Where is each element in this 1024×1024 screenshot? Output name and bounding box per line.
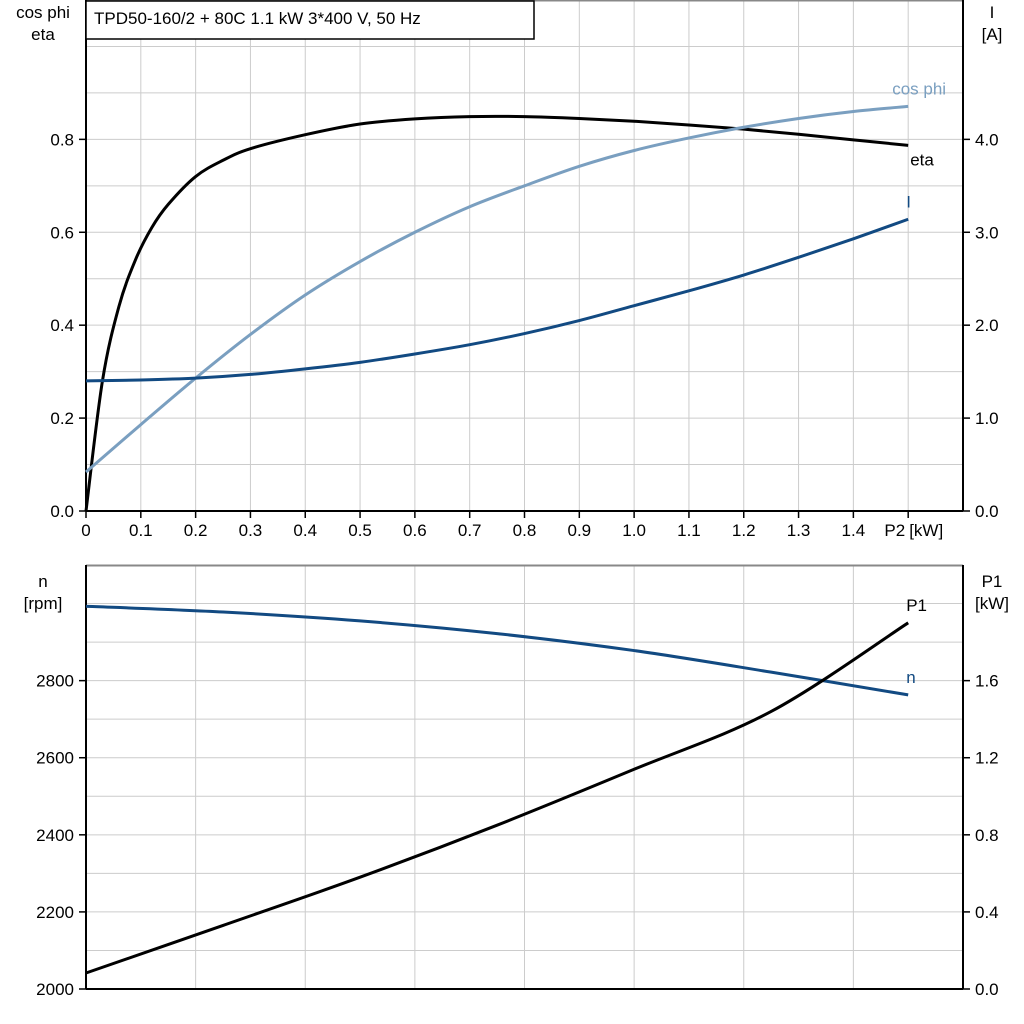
y-tick-label-left: 0.6 xyxy=(50,223,74,242)
series-label-P1: P1 xyxy=(906,596,927,615)
x-tick-label: 0.9 xyxy=(567,521,591,540)
series-line-eta xyxy=(84,114,909,512)
y-tick-label-right: 3.0 xyxy=(975,223,999,242)
series-label-I: I xyxy=(906,192,911,211)
y-tick-label-left: 0.2 xyxy=(50,409,74,428)
chart-panel-1: 0.0 0.2 0.4 0.6 0.8 0.0 1.0 2.0 3.0 4.0 cos phi eta… xyxy=(16,0,1002,540)
x-tick-label: 1.2 xyxy=(732,521,756,540)
y-tick-label-right: 0.8 xyxy=(975,826,999,845)
x-tick-label: 0.1 xyxy=(129,521,153,540)
series-line-I xyxy=(85,217,909,383)
x-tick-label: 1.0 xyxy=(622,521,646,540)
x-tick-label: 1.4 xyxy=(842,521,866,540)
x-tick-label: 0.2 xyxy=(184,521,208,540)
y-tick-label-right: 0.0 xyxy=(975,502,999,521)
y-axis-label-right: P1 xyxy=(982,572,1003,591)
series-line-cos-phi xyxy=(85,104,909,474)
y-axis-label-left: eta xyxy=(31,25,55,44)
y-tick-label-right: 1.2 xyxy=(975,749,999,768)
y-axis-label-right: [A] xyxy=(982,25,1003,44)
y-tick-label-left: 2000 xyxy=(36,980,74,999)
x-tick-label: 0.6 xyxy=(403,521,427,540)
x-tick-label: 0.4 xyxy=(293,521,317,540)
x-axis-unit: [kW] xyxy=(909,521,943,540)
title-box-frame xyxy=(85,0,535,40)
y-tick-label-left: 2200 xyxy=(36,903,74,922)
y-tick-label-left: 0.0 xyxy=(50,502,74,521)
y-tick-label-left: 0.8 xyxy=(50,130,74,149)
y-tick-label-right: 0.0 xyxy=(975,980,999,999)
y-axis-label-right: I xyxy=(990,3,995,22)
y-tick-label-left: 2800 xyxy=(36,672,74,691)
x-tick-label: 0.8 xyxy=(513,521,537,540)
y-axis-label-left: cos phi xyxy=(16,3,70,22)
chart-title: TPD50-160/2 + 80C 1.1 kW 3*400 V, 50 Hz xyxy=(94,9,421,28)
y-tick-label-left: 2400 xyxy=(36,826,74,845)
series-line-P1 xyxy=(85,621,910,975)
y-tick-label-right: 2.0 xyxy=(975,316,999,335)
series-line-n xyxy=(85,604,909,697)
series-label-cos-phi: cos phi xyxy=(892,79,946,98)
series-label-n: n xyxy=(906,668,915,687)
series-label-eta: eta xyxy=(910,150,934,169)
x-tick-label: 0.7 xyxy=(458,521,482,540)
chart-title-box: TPD50-160/2 + 80C 1.1 kW 3*400 V, 50 Hz xyxy=(85,0,535,40)
y-tick-label-right: 1.0 xyxy=(975,409,999,428)
chart-panel-2: 2000 2200 2400 2600 2800 0.0 0.4 0.8 1.2 1.6 n [rpm… xyxy=(24,564,1009,999)
y-axis-label-right: [kW] xyxy=(975,594,1009,613)
y-tick-label-right: 4.0 xyxy=(975,130,999,149)
y-axis-label-left: [rpm] xyxy=(24,594,63,613)
y-axis-label-left: n xyxy=(38,572,47,591)
x-axis-label: P2 xyxy=(884,521,905,540)
y-tick-label-right: 1.6 xyxy=(975,672,999,691)
x-tick-label: 0.5 xyxy=(348,521,372,540)
y-tick-label-right: 0.4 xyxy=(975,903,999,922)
x-tick-label: 1.1 xyxy=(677,521,701,540)
x-tick-label: 0 xyxy=(81,521,90,540)
x-tick-label: 1.3 xyxy=(787,521,811,540)
y-tick-label-left: 0.4 xyxy=(50,316,74,335)
y-tick-label-left: 2600 xyxy=(36,749,74,768)
x-tick-label: 0.3 xyxy=(239,521,263,540)
